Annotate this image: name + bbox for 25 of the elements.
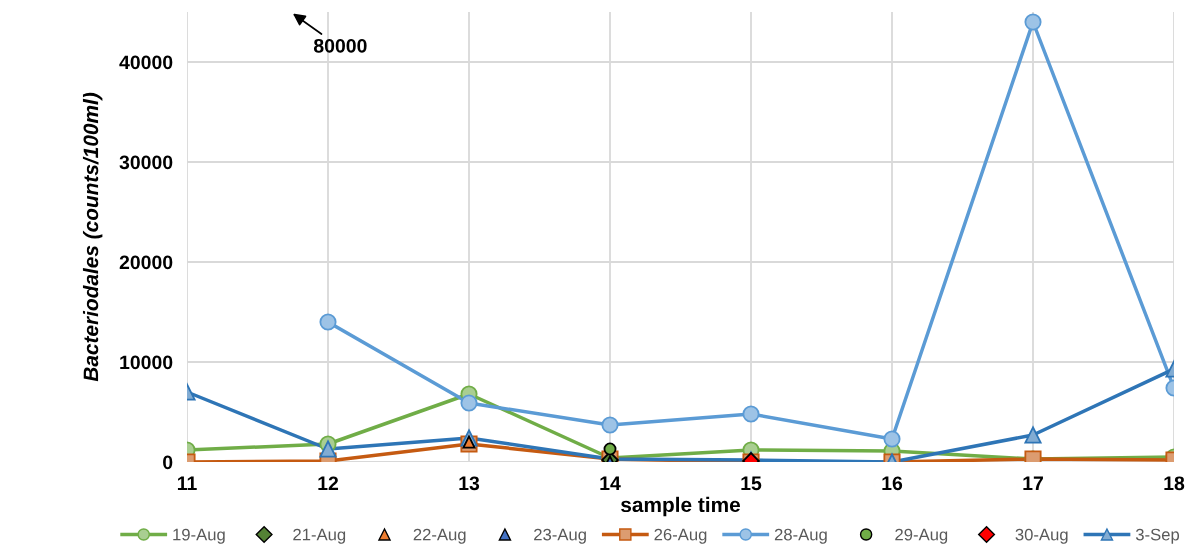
x-tick-label: 11 xyxy=(177,476,197,490)
legend-label: 23-Aug xyxy=(534,528,586,544)
legend-label: 26-Aug xyxy=(654,528,707,544)
x-tick-label: 14 xyxy=(600,476,621,490)
x-tick-label: 16 xyxy=(882,476,903,491)
legend-label: 21-Aug xyxy=(293,528,346,544)
legend-label: 30-Aug xyxy=(1015,528,1068,544)
legend-label: 3-Sep xyxy=(1135,528,1180,544)
y-tick-label: 10000 xyxy=(120,355,173,370)
x-axis-title: sample time xyxy=(621,496,740,517)
legend-label: 28-Aug xyxy=(774,528,827,544)
x-tick-label: 12 xyxy=(318,476,339,490)
x-tick-label: 15 xyxy=(741,476,762,491)
x-tick-label: 17 xyxy=(1023,476,1043,490)
y-tick-label: 0 xyxy=(163,455,173,470)
legend-label: 19-Aug xyxy=(173,528,225,544)
y-tick-label: 30000 xyxy=(119,155,173,170)
x-tick-label: 18 xyxy=(1164,476,1185,491)
x-tick-label: 13 xyxy=(459,476,480,491)
annotation: 80000 xyxy=(313,38,367,53)
y-axis-title: Bacteriodales (counts/100ml) xyxy=(82,92,103,382)
legend-label: 22-Aug xyxy=(413,528,466,544)
legend-label: 29-Aug xyxy=(895,528,948,544)
y-tick-label: 40000 xyxy=(119,55,173,70)
y-tick-label: 20000 xyxy=(119,255,173,270)
